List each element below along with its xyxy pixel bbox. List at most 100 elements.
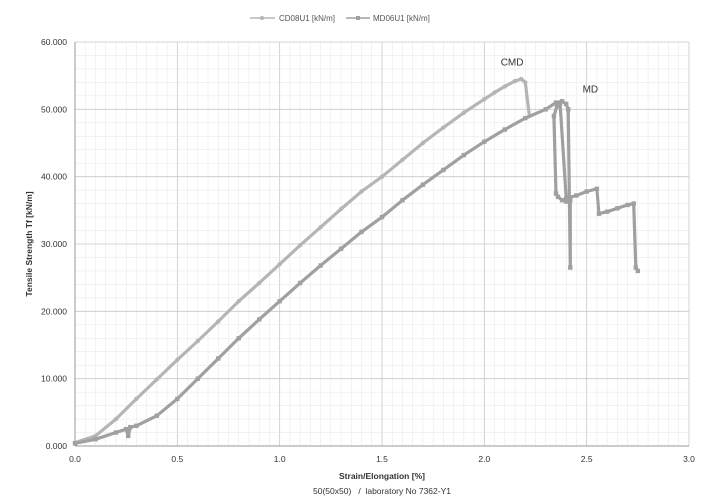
data-point-md06u1 <box>555 194 561 200</box>
data-point-md06u1 <box>523 115 528 121</box>
series-line-cd08u1 <box>73 77 532 445</box>
data-point-cd08u1 <box>175 357 180 363</box>
data-point-md06u1 <box>568 198 573 203</box>
data-point-cd08u1 <box>379 174 385 179</box>
y-tick-label: 60.000 <box>41 37 67 47</box>
data-point-cd08u1 <box>338 206 344 212</box>
data-point-cd08u1 <box>236 299 241 304</box>
data-point-md06u1 <box>502 127 507 132</box>
data-point-cd08u1 <box>492 90 497 95</box>
annotation-cmd: CMD <box>501 58 524 69</box>
data-point-cd08u1 <box>113 416 119 422</box>
data-point-md06u1 <box>134 423 139 428</box>
data-point-cd08u1 <box>216 319 221 324</box>
y-tick-label: 50.000 <box>41 104 67 114</box>
data-point-md06u1 <box>543 107 548 112</box>
data-point-md06u1 <box>379 214 385 220</box>
data-point-cd08u1 <box>297 243 303 248</box>
data-point-md06u1 <box>551 113 557 119</box>
data-point-md06u1 <box>568 265 573 270</box>
data-point-md06u1 <box>277 299 282 304</box>
data-point-md06u1 <box>564 199 569 204</box>
data-point-md06u1 <box>635 268 641 274</box>
data-point-md06u1 <box>236 336 241 341</box>
axes: 0.0 0.5 1.0 1.5 2.0 2.5 3.0 0.000 10.000 20.000 30… <box>41 37 695 464</box>
data-point-md06u1 <box>625 202 630 208</box>
data-point-md06u1 <box>113 430 119 435</box>
data-point-md06u1 <box>584 189 589 194</box>
data-point-md06u1 <box>633 265 638 270</box>
data-point-md06u1 <box>615 206 620 211</box>
annotation-md: MD <box>583 85 599 96</box>
data-point-md06u1 <box>574 193 579 198</box>
data-point-md06u1 <box>128 424 133 430</box>
data-point-md06u1 <box>420 182 426 187</box>
data-point-md06u1 <box>126 433 131 439</box>
data-point-md06u1 <box>297 280 303 286</box>
data-point-md06u1 <box>553 191 559 196</box>
legend: CD08U1 [kN/m] MD06U1 [kN/m] <box>250 14 430 23</box>
data-point-md06u1 <box>596 211 602 216</box>
data-point-cd08u1 <box>523 80 528 85</box>
data-point-md06u1 <box>257 317 262 322</box>
data-point-md06u1 <box>557 101 563 107</box>
data-point-md06u1 <box>553 100 559 105</box>
x-tick-label: 0.0 <box>69 454 81 464</box>
data-point-md06u1 <box>564 196 569 201</box>
data-point-cd08u1 <box>441 125 446 130</box>
data-point-cd08u1 <box>93 433 98 439</box>
data-point-cd08u1 <box>420 140 426 146</box>
legend-label-md06u1: MD06U1 [kN/m] <box>373 14 430 23</box>
data-point-md06u1 <box>216 356 221 361</box>
y-axis-label: Tensile Strength Tf [kN/m] <box>24 191 34 296</box>
data-point-cd08u1 <box>461 110 467 115</box>
data-point-md06u1 <box>461 152 467 158</box>
data-point-md06u1 <box>154 413 160 418</box>
data-point-cd08u1 <box>512 78 518 84</box>
data-point-md06u1 <box>318 263 323 268</box>
legend-marker-cd08u1 <box>260 16 264 20</box>
data-point-cd08u1 <box>502 84 507 89</box>
data-point-cd08u1 <box>400 157 405 163</box>
data-point-cd08u1 <box>518 76 524 82</box>
data-point-md06u1 <box>566 107 571 112</box>
x-axis-label: Strain/Elongation [%] <box>339 471 425 481</box>
data-point-md06u1 <box>631 201 636 206</box>
data-point-md06u1 <box>175 396 180 402</box>
series-layer <box>72 76 641 446</box>
data-point-cd08u1 <box>277 262 282 267</box>
chart-footnote: 50(50x50) / laboratory No 7362-Y1 <box>313 486 451 496</box>
data-point-md06u1 <box>564 101 569 107</box>
legend-label-cd08u1: CD08U1 [kN/m] <box>279 14 335 23</box>
y-tick-label: 30.000 <box>41 239 67 249</box>
data-point-cd08u1 <box>195 338 200 344</box>
data-point-cd08u1 <box>482 97 487 102</box>
data-point-md06u1 <box>559 99 565 104</box>
x-tick-label: 1.0 <box>274 454 286 464</box>
data-point-md06u1 <box>195 376 200 381</box>
data-point-cd08u1 <box>154 377 160 382</box>
data-point-md06u1 <box>72 441 78 446</box>
data-point-md06u1 <box>594 186 600 191</box>
data-point-md06u1 <box>93 437 98 442</box>
data-point-md06u1 <box>604 209 610 214</box>
data-point-cd08u1 <box>318 224 323 230</box>
data-point-md06u1 <box>554 103 560 109</box>
x-tick-label: 0.5 <box>171 454 183 464</box>
data-point-md06u1 <box>441 167 446 173</box>
data-point-cd08u1 <box>359 189 364 194</box>
data-point-md06u1 <box>338 246 344 251</box>
data-point-md06u1 <box>559 198 565 203</box>
data-point-md06u1 <box>482 139 487 144</box>
y-tick-label: 0.000 <box>46 441 68 451</box>
data-point-cd08u1 <box>257 280 262 286</box>
annotations: CMD MD <box>501 58 598 96</box>
x-tick-label: 3.0 <box>683 454 695 464</box>
y-tick-label: 40.000 <box>41 172 67 182</box>
x-tick-label: 1.5 <box>376 454 388 464</box>
x-tick-label: 2.5 <box>581 454 593 464</box>
legend-marker-md06u1 <box>356 16 360 20</box>
data-point-cd08u1 <box>134 396 139 402</box>
y-tick-label: 10.000 <box>41 374 67 384</box>
